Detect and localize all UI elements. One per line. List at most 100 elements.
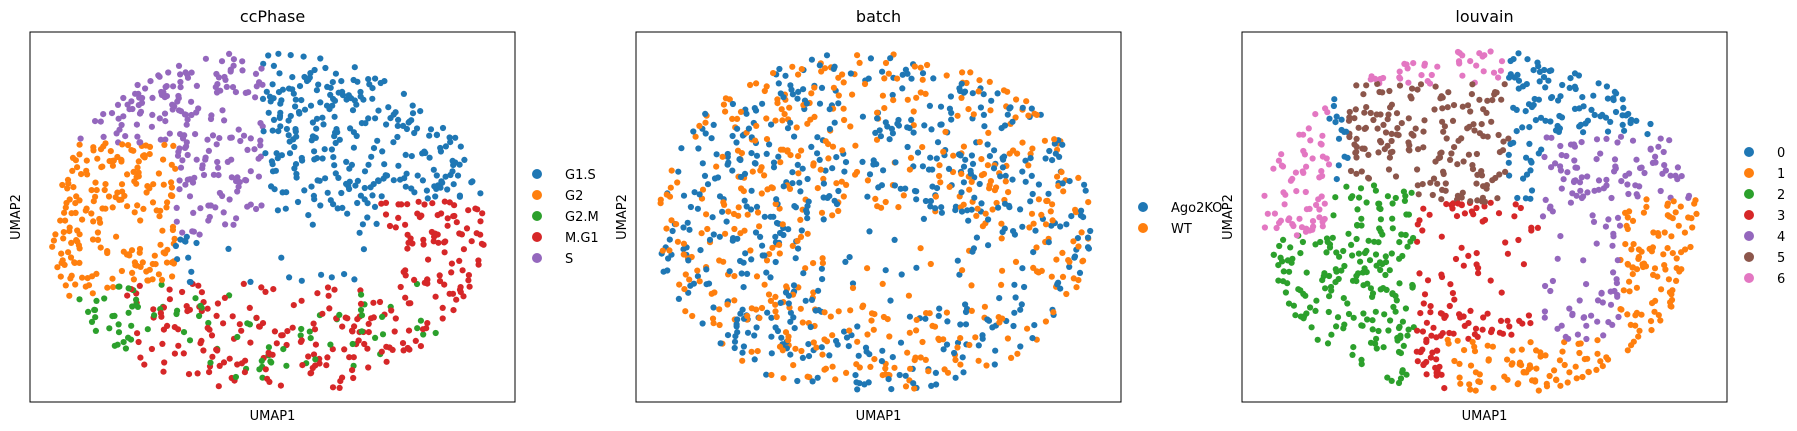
point-3 <box>1419 227 1426 234</box>
point-G2 <box>100 143 107 150</box>
point-1 <box>1669 250 1676 257</box>
point-5 <box>1419 181 1426 188</box>
point-M.G1 <box>479 210 486 217</box>
point-S <box>177 84 184 91</box>
point-Ago2KO <box>980 91 987 98</box>
point-3 <box>1499 330 1507 337</box>
point-4 <box>1641 169 1648 177</box>
point-2 <box>1348 241 1355 248</box>
point-G2.M <box>414 325 421 332</box>
point-WT <box>784 148 791 155</box>
point-G1.S <box>286 150 294 157</box>
point-S <box>257 137 264 144</box>
point-G1.S <box>395 162 402 169</box>
point-5 <box>1415 191 1422 198</box>
point-Ago2KO <box>913 264 920 271</box>
point-0 <box>1344 154 1351 161</box>
point-0 <box>1558 114 1566 121</box>
point-WT <box>748 305 755 312</box>
point-M.G1 <box>124 292 131 299</box>
point-M.G1 <box>465 277 472 284</box>
point-Ago2KO <box>795 245 802 252</box>
point-Ago2KO <box>877 133 885 140</box>
point-G2 <box>169 259 176 266</box>
point-G2 <box>58 250 65 257</box>
point-2 <box>1276 242 1283 250</box>
point-1 <box>1633 284 1640 291</box>
point-WT <box>668 167 675 174</box>
point-G2.M <box>92 314 99 321</box>
point-Ago2KO <box>1019 265 1026 272</box>
legend-label-0: 0 <box>1777 146 1785 161</box>
point-Ago2KO <box>734 316 741 323</box>
point-G2.M <box>127 336 135 343</box>
point-1 <box>1617 306 1624 313</box>
point-G1.S <box>174 256 181 263</box>
point-3 <box>1414 327 1421 334</box>
point-Ago2KO <box>790 282 798 289</box>
point-5 <box>1384 116 1391 123</box>
point-1 <box>1689 224 1696 231</box>
point-M.G1 <box>400 268 407 276</box>
point-0 <box>1510 139 1517 146</box>
point-G2 <box>169 273 176 280</box>
point-2 <box>1323 235 1331 242</box>
point-S <box>213 89 221 96</box>
point-M.G1 <box>444 222 451 229</box>
point-Ago2KO <box>701 172 709 179</box>
point-2 <box>1353 272 1360 280</box>
point-WT <box>821 309 828 316</box>
point-G2.M <box>258 357 265 364</box>
point-Ago2KO <box>800 270 807 277</box>
point-G2 <box>64 185 71 192</box>
point-Ago2KO <box>1059 141 1066 148</box>
point-3 <box>1434 347 1441 354</box>
point-0 <box>1541 66 1548 74</box>
scatter-points <box>1261 48 1700 394</box>
point-S <box>184 71 191 78</box>
point-G1.S <box>351 276 358 283</box>
point-4 <box>1567 199 1574 206</box>
point-Ago2KO <box>996 295 1003 302</box>
point-4 <box>1603 135 1610 142</box>
point-WT <box>756 314 763 322</box>
point-Ago2KO <box>933 155 940 162</box>
point-0 <box>1531 95 1538 103</box>
point-M.G1 <box>436 272 443 279</box>
point-G2.M <box>192 295 199 302</box>
point-1 <box>1485 356 1492 363</box>
point-S <box>230 221 237 228</box>
point-S <box>244 203 251 210</box>
point-WT <box>936 162 943 169</box>
point-G2 <box>72 281 79 288</box>
point-M.G1 <box>200 347 207 354</box>
point-G1.S <box>390 139 397 146</box>
point-Ago2KO <box>1045 239 1052 246</box>
point-4 <box>1558 322 1565 329</box>
point-Ago2KO <box>945 165 953 172</box>
point-4 <box>1564 169 1571 176</box>
point-3 <box>1465 252 1472 259</box>
point-2 <box>1377 228 1384 235</box>
point-2 <box>1299 238 1306 246</box>
point-WT <box>1073 284 1080 291</box>
point-0 <box>1523 154 1530 161</box>
point-G1.S <box>423 187 430 194</box>
point-5 <box>1392 173 1400 180</box>
point-G1.S <box>309 119 316 126</box>
point-M.G1 <box>420 236 427 243</box>
point-4 <box>1613 280 1620 287</box>
point-4 <box>1589 212 1596 219</box>
point-Ago2KO <box>1004 111 1011 118</box>
point-2 <box>1389 200 1396 207</box>
point-3 <box>1437 310 1444 317</box>
point-WT <box>959 267 966 274</box>
point-Ago2KO <box>887 55 894 62</box>
point-6 <box>1293 188 1300 195</box>
point-G1.S <box>331 97 339 104</box>
point-WT <box>1033 244 1040 251</box>
point-M.G1 <box>311 326 319 333</box>
point-Ago2KO <box>785 300 792 307</box>
point-2 <box>1387 317 1394 324</box>
point-Ago2KO <box>789 169 796 176</box>
